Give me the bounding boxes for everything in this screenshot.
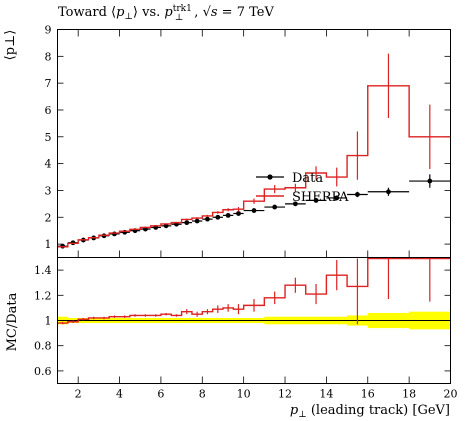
legend: Data SHERPA bbox=[256, 171, 349, 205]
x-tick-label: 12 bbox=[278, 388, 292, 401]
ratio-plot: 0.60.811.21.4 2 4 6 8 10 12 14 16 18 20 bbox=[34, 29, 458, 401]
main-y-tick-label: 9 bbox=[45, 24, 52, 37]
title-suffix: = 7 TeV bbox=[218, 5, 275, 20]
data-point bbox=[427, 178, 433, 184]
x-tick-label: 16 bbox=[361, 388, 375, 401]
x-tick-label: 18 bbox=[402, 388, 416, 401]
data-point bbox=[386, 189, 391, 195]
title-perp: ⊥ bbox=[124, 12, 132, 22]
x-axis-label: p⊥ (leading track) [GeV] bbox=[290, 403, 450, 420]
data-point bbox=[355, 192, 360, 197]
ratio-ylabel: MC/Data bbox=[5, 292, 20, 351]
xlabel-pt: p bbox=[290, 403, 299, 418]
ratio-y-tick-label: 1 bbox=[45, 315, 52, 328]
main-y-ticks: 1 2 3 4 5 6 7 8 9 bbox=[45, 24, 451, 251]
ratio-plot-frame bbox=[57, 257, 451, 384]
legend-data-marker bbox=[267, 174, 273, 180]
main-y-tick-label: 7 bbox=[45, 77, 52, 90]
sherpa-series bbox=[57, 53, 451, 248]
x-tick-label: 20 bbox=[444, 388, 458, 401]
main-plot: 1 2 3 4 5 6 7 8 9 bbox=[45, 24, 451, 258]
legend-data-label: Data bbox=[292, 171, 323, 186]
title-sep: , bbox=[194, 5, 202, 20]
title-sub: ⊥ bbox=[175, 13, 183, 23]
main-y-tick-label: 6 bbox=[45, 104, 52, 117]
main-y-tick-label: 3 bbox=[45, 184, 52, 197]
ratio-line bbox=[57, 257, 451, 324]
data-point bbox=[111, 231, 117, 237]
ratio-y-tick-label: 0.8 bbox=[34, 340, 52, 353]
data-point bbox=[215, 214, 221, 220]
xlabel-rest: (leading track) [GeV] bbox=[307, 403, 450, 418]
data-point bbox=[292, 201, 298, 207]
x-tick-label: 10 bbox=[237, 388, 251, 401]
data-point bbox=[251, 208, 257, 213]
sherpa-line bbox=[57, 85, 451, 248]
data-point bbox=[313, 197, 319, 203]
data-series bbox=[57, 174, 451, 249]
data-point bbox=[225, 212, 231, 218]
title-s: s bbox=[211, 5, 218, 20]
title-mid: ⟩ vs. bbox=[133, 5, 164, 20]
title-pt: p bbox=[116, 5, 125, 20]
data-point bbox=[272, 204, 278, 210]
main-y-tick-label: 1 bbox=[45, 238, 52, 251]
ratio-y-ticks: 0.6 0.8 1 1.2 1.4 bbox=[34, 264, 451, 378]
main-y-tick-label: 8 bbox=[45, 50, 52, 63]
title-sup: trk1 bbox=[173, 4, 192, 14]
x-tick-label: 8 bbox=[199, 388, 206, 401]
main-y-tick-label: 5 bbox=[45, 131, 52, 144]
x-tick-label: 4 bbox=[116, 388, 123, 401]
title-sqrt: √ bbox=[203, 5, 212, 20]
main-ylabel: ⟨p⊥⟩ bbox=[3, 30, 18, 61]
data-point bbox=[205, 216, 210, 222]
title-prefix: Toward ⟨ bbox=[58, 5, 116, 20]
ratio-y-tick-label: 1.4 bbox=[34, 264, 52, 277]
ratio-y-tick-label: 1.2 bbox=[34, 289, 52, 302]
main-y-tick-label: 2 bbox=[45, 211, 52, 224]
data-point bbox=[184, 220, 190, 226]
main-y-tick-label: 4 bbox=[45, 158, 52, 171]
x-tick-label: 2 bbox=[75, 388, 82, 401]
data-point bbox=[236, 211, 241, 216]
x-tick-label: 14 bbox=[319, 388, 333, 401]
ratio-series bbox=[57, 257, 451, 325]
data-point bbox=[194, 218, 200, 224]
legend-sherpa-label: SHERPA bbox=[292, 190, 349, 205]
xlabel-perp: ⊥ bbox=[298, 410, 306, 420]
x-ticks: 2 4 6 8 10 12 14 16 18 20 bbox=[75, 29, 458, 401]
title-pt2: p bbox=[164, 5, 173, 20]
data-point bbox=[334, 195, 340, 201]
chart-title: Toward ⟨p⊥⟩ vs. ptrk1 ⊥, √s = 7 TeV bbox=[58, 4, 274, 23]
main-plot-frame bbox=[57, 29, 451, 258]
x-tick-label: 6 bbox=[157, 388, 164, 401]
ratio-y-tick-label: 0.6 bbox=[34, 365, 52, 378]
